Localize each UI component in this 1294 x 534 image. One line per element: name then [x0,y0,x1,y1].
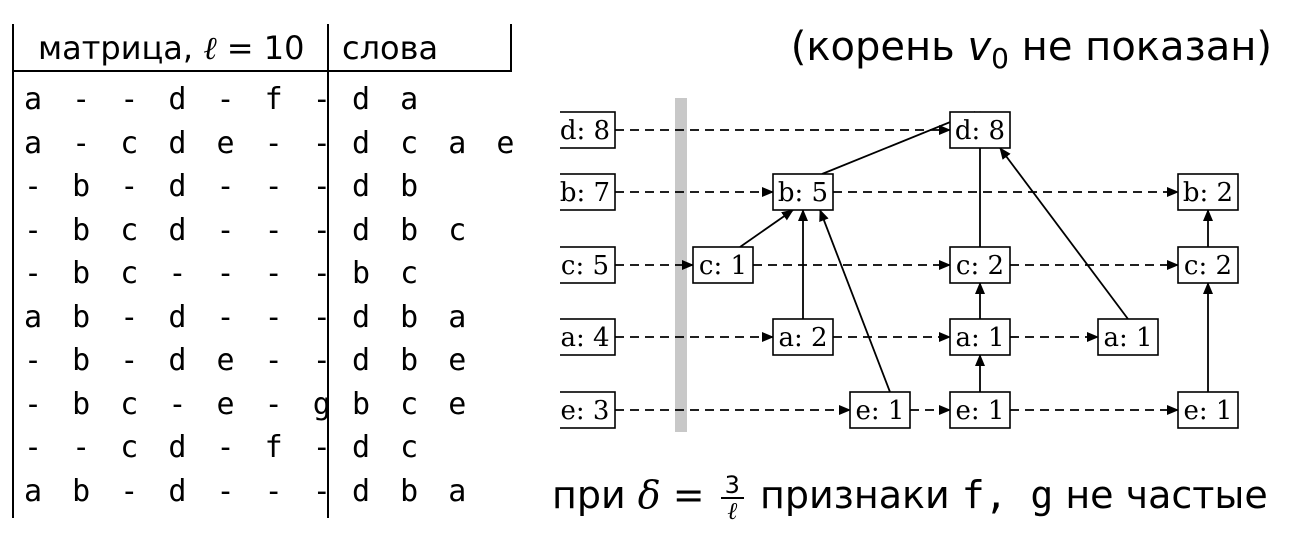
svg-text:a: 1: a: 1 [955,323,1004,353]
svg-text:a: 4: a: 4 [560,323,609,353]
header-node-hb: b: 7 [560,173,616,211]
equals-sign: = [660,473,717,517]
svg-text:a: 1: a: 1 [1103,323,1152,353]
svg-text:c: 2: c: 2 [1184,251,1232,281]
svg-text:d: 8: d: 8 [955,116,1005,146]
words-cell: d c a e [352,125,521,161]
freq-note-middle: признаки [747,473,962,517]
matrix-header: матрица, ℓ = 10 [38,28,304,68]
table-row: - b c - - - -b c [0,254,520,294]
words-cell: d c [352,430,425,465]
table-row: - b c d - - -d b c [0,211,520,251]
tree-node-e1b: e: 1 [949,391,1011,429]
ell-symbol: ℓ [203,29,217,67]
matrix-cell: - - c d - f - [24,430,337,465]
words-cell: d b e [352,343,473,378]
words-cell: d a [352,82,425,117]
matrix-cell: - b c - e - g [24,386,337,422]
table-row: a - - d - f -d a [0,80,520,120]
svg-text:e: 1: e: 1 [956,396,1005,426]
header-node-ha: a: 4 [560,318,616,356]
tree-node-e1c: e: 1 [1177,391,1239,429]
words-cell: b c [352,256,425,291]
svg-text:c: 2: c: 2 [956,251,1004,281]
table-header-rule [12,70,512,72]
matrix-cell: a - c d e - - [24,125,337,161]
table-row: a - c d e - -d c a e [0,124,520,164]
tree-node-e1a: e: 1 [849,391,911,429]
root-note: (корень v0 не показан) [791,22,1272,84]
svg-text:b: 5: b: 5 [778,178,828,208]
parent-arrow-e1a-to-b5 [819,209,891,393]
infrequent-features: f, g [961,473,1054,517]
matrix-header-label: матрица, [38,29,194,67]
header-node-hc: c: 5 [560,246,616,284]
table-column-divider [327,24,329,518]
svg-text:c: 5: c: 5 [561,251,609,281]
freq-note-suffix: не частые [1053,473,1268,517]
words-header: слова [342,29,439,67]
tree-node-c1: c: 1 [692,246,754,284]
delta-symbol: δ [637,473,661,517]
matrix-cell: - b c d - - - [24,212,337,248]
matrix-cell: - b - d - - - [24,169,337,204]
matrix-cell: a b - d - - - [24,299,337,335]
table-row: - b - d e - -d b e [0,341,520,381]
svg-text:e: 1: e: 1 [856,396,905,426]
words-cell: b c e [352,386,473,422]
svg-text:b: 2: b: 2 [1183,178,1233,208]
header-node-he: e: 3 [560,391,616,429]
matrix-cell: a - - d - f - [24,82,337,117]
ell-value: = 10 [226,29,305,67]
matrix-cell: - b c - - - - [24,256,337,291]
table-row: - b - d - - -d b [0,167,520,207]
root-symbol: v [967,24,992,70]
matrix-cell: a b - d - - - [24,473,337,509]
words-cell: d b c [352,212,473,248]
fraction-numerator: 3 [720,473,744,499]
itemset-table: матрица, ℓ = 10 слова a - - d - f - d a a … [0,0,530,534]
tree-node-d8: d: 8 [949,111,1011,149]
tree-nodes: d: 8 b: 7 c: 5 a: 4 e: 3 d: 8 b: 5 b: 2 c: 1 c: 2… [560,111,1239,429]
tree-node-a2: a: 2 [772,318,834,356]
table-left-border [12,24,14,518]
parent-arrow-c1-to-b5 [739,209,794,248]
svg-text:a: 2: a: 2 [778,323,827,353]
header-node-hd: d: 8 [560,111,616,149]
tree-node-b2: b: 2 [1177,173,1239,211]
tree-node-b5: b: 5 [772,173,834,211]
svg-text:b: 7: b: 7 [560,178,610,208]
tree-node-a1a: a: 1 [949,318,1011,356]
root-note-prefix: (корень [790,24,968,70]
root-note-suffix: не показан) [1008,24,1272,70]
words-cell: d b [352,169,425,204]
table-row: a b - d - - -d b a [0,472,520,512]
tree-node-c2a: c: 2 [949,246,1011,284]
words-cell: d b a [352,299,473,335]
freq-note-prefix: при [552,473,638,517]
table-right-border [510,24,512,72]
tree-node-a1b: a: 1 [1097,318,1159,356]
root-subscript: 0 [991,42,1009,75]
svg-text:d: 8: d: 8 [560,116,610,146]
table-row: - - c d - f -d c [0,428,520,468]
fp-tree-diagram: d: 8 b: 7 c: 5 a: 4 e: 3 d: 8 b: 5 b: 2 c: 1 c: 2… [560,98,1239,432]
fraction-denominator: ℓ [727,496,738,525]
tree-edges [615,111,1213,415]
tree-node-c2b: c: 2 [1177,246,1239,284]
words-cell: d b a [352,473,473,509]
svg-text:e: 3: e: 3 [561,396,610,426]
parent-arrow-a1b-to-d8 [999,147,1129,320]
svg-text:c: 1: c: 1 [699,251,747,281]
matrix-cell: - b - d e - - [24,343,337,378]
svg-text:e: 1: e: 1 [1184,396,1233,426]
table-row: a b - d - - -d b a [0,298,520,338]
